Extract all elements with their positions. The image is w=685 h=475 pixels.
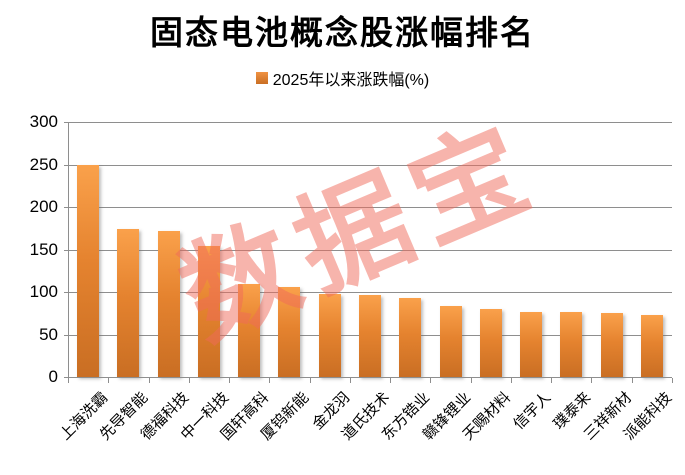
bar-国轩高科 — [238, 283, 261, 377]
bar-先导智能 — [117, 229, 140, 377]
bar-璞泰来 — [560, 312, 583, 377]
x-axis-line — [68, 377, 672, 378]
x-axis-tick — [631, 378, 633, 383]
x-axis-tick — [510, 378, 512, 383]
y-axis-line — [68, 122, 69, 382]
legend: 2025年以来涨跌幅(%) — [0, 66, 685, 90]
x-axis-tick — [591, 378, 593, 383]
x-axis-tick — [430, 378, 432, 383]
x-axis-tick — [148, 378, 150, 383]
y-axis-tick — [64, 249, 71, 251]
x-axis-tick — [68, 378, 69, 383]
y-axis-label: 150 — [29, 239, 58, 259]
y-axis-tick — [64, 207, 71, 208]
y-axis-tick — [64, 377, 71, 378]
legend-label: 2025年以来涨跌幅(%) — [272, 72, 430, 89]
y-axis-tick — [64, 292, 71, 293]
bar-派能科技 — [640, 314, 663, 377]
x-axis-tick — [269, 378, 271, 383]
x-axis-tick — [470, 378, 472, 383]
bar-信宇人 — [520, 311, 543, 377]
chart-title: 固态电池概念股涨幅排名 — [150, 16, 535, 52]
gridline — [68, 122, 672, 123]
bar-赣锋锂业 — [439, 305, 462, 377]
gridline — [68, 249, 672, 251]
bar-厦钨新能 — [278, 286, 301, 377]
y-axis-tick — [64, 164, 71, 166]
y-axis-label: 250 — [29, 154, 58, 174]
y-axis-label: 100 — [29, 282, 58, 301]
y-axis-label: 200 — [29, 197, 58, 216]
y-axis-label: 50 — [39, 324, 58, 344]
x-axis-tick — [108, 378, 110, 383]
x-axis-tick — [551, 378, 553, 383]
x-axis-tick — [309, 378, 311, 383]
gridline — [68, 292, 672, 293]
y-axis-tick — [64, 122, 71, 123]
bar-三祥新材 — [600, 313, 623, 377]
legend-swatch-icon — [255, 72, 268, 84]
y-axis-label: 0 — [48, 367, 58, 386]
y-axis-tick — [64, 334, 71, 336]
x-axis-tick — [349, 378, 351, 383]
y-axis-label: 300 — [29, 112, 58, 131]
bar-天赐材料 — [479, 309, 502, 377]
bar-上海洗霸 — [77, 164, 100, 377]
bar-东方锆业 — [399, 297, 422, 377]
x-axis-tick — [672, 378, 673, 383]
gridline — [68, 164, 672, 166]
bar-中一科技 — [197, 246, 220, 377]
x-axis-tick — [390, 378, 392, 383]
bar-金龙羽 — [318, 293, 341, 377]
bar-道氏技术 — [359, 294, 381, 377]
bar-德福科技 — [157, 230, 180, 377]
gridline — [68, 207, 672, 208]
x-axis-tick — [188, 378, 190, 383]
x-axis-tick — [229, 378, 231, 383]
x-axis-label: 信宇人 — [511, 389, 555, 433]
